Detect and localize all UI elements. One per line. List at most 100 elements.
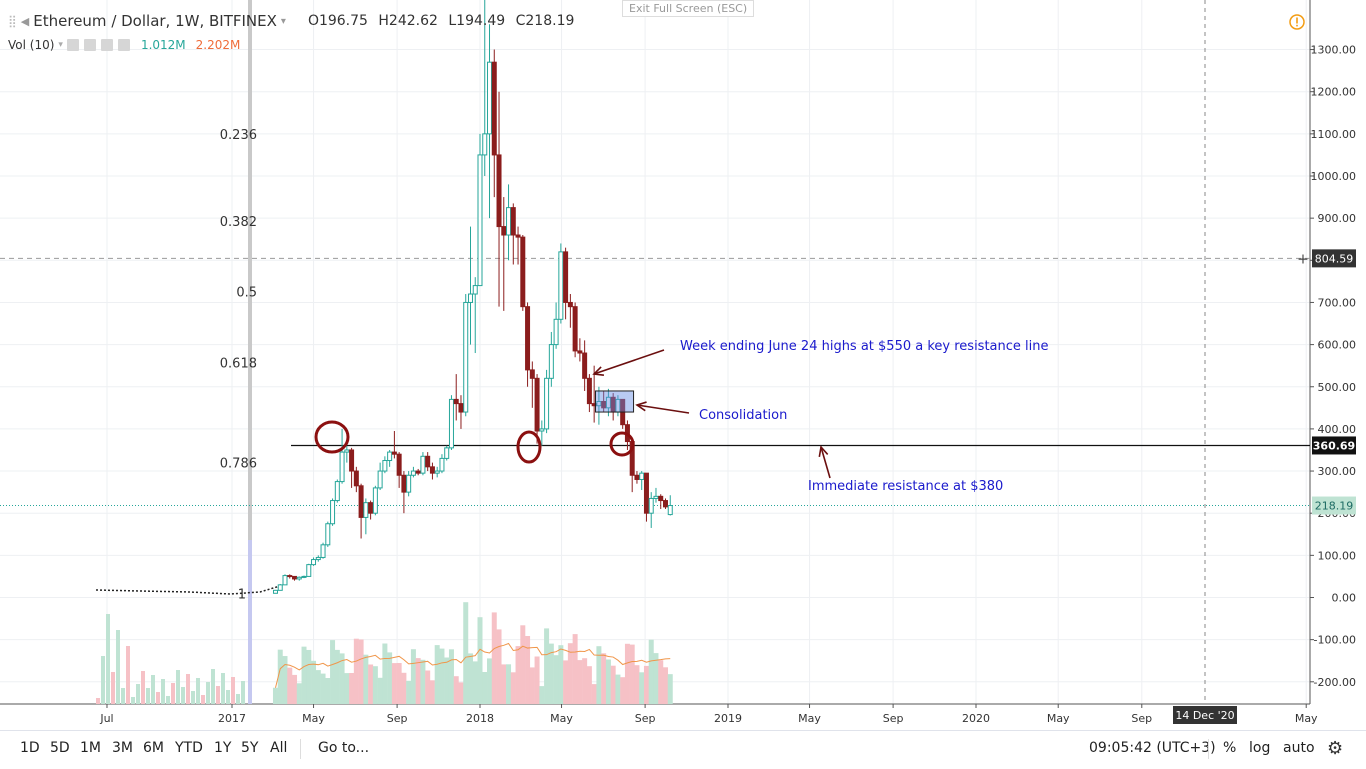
volume-bar bbox=[282, 656, 288, 704]
volume-bar bbox=[463, 602, 469, 704]
volume-bar bbox=[434, 645, 440, 704]
range-1d[interactable]: 1D bbox=[20, 740, 40, 756]
volume-bar bbox=[196, 678, 200, 704]
collapse-icon[interactable]: ◀ bbox=[20, 14, 30, 28]
x-tick-label: May bbox=[1047, 712, 1070, 725]
dropdown-icon[interactable]: ▾ bbox=[280, 15, 286, 27]
volume-bar bbox=[439, 648, 445, 704]
symbol-title[interactable]: Ethereum / Dollar, 1W, BITFINEX bbox=[33, 12, 277, 30]
volume-bar bbox=[216, 686, 220, 704]
volume-bar bbox=[510, 672, 516, 704]
consolidation-arrow-head bbox=[635, 401, 647, 412]
volume-bar bbox=[325, 678, 331, 704]
volume-bar bbox=[586, 666, 592, 704]
dashed-price-label: 804.59 bbox=[1315, 252, 1354, 265]
range-all[interactable]: All bbox=[270, 740, 288, 756]
volume-bar bbox=[315, 670, 321, 704]
y-tick-label: 400.00 bbox=[1318, 423, 1357, 436]
close-icon[interactable] bbox=[117, 39, 130, 51]
volume-bar bbox=[558, 645, 564, 704]
drag-dots-icon[interactable]: ⣿ bbox=[8, 14, 17, 28]
volume-bar bbox=[591, 684, 597, 704]
annotation-immediate: Immediate resistance at $380 bbox=[808, 479, 1003, 494]
volume-bar bbox=[406, 680, 412, 704]
range-3m[interactable]: 3M bbox=[112, 740, 133, 756]
x-tick-label: 2020 bbox=[962, 712, 990, 725]
consolidation-arrow bbox=[636, 404, 690, 414]
volume-bar bbox=[620, 677, 626, 704]
price-chart[interactable]: -200.00-100.000.00100.00200.00300.00400.… bbox=[0, 0, 1366, 730]
eye-icon[interactable] bbox=[66, 39, 79, 51]
candle-body bbox=[472, 285, 478, 295]
volume-bar bbox=[567, 643, 573, 704]
volume-bar bbox=[151, 675, 155, 704]
range-6m[interactable]: 6M bbox=[143, 740, 164, 756]
candle-body bbox=[420, 455, 426, 474]
exit-fullscreen-button[interactable]: Exit Full Screen (ESC) bbox=[622, 0, 755, 17]
volume-bar bbox=[444, 657, 450, 704]
session-marker-volume bbox=[248, 540, 252, 704]
y-tick-label: 1200.00 bbox=[1311, 86, 1357, 99]
candle-body bbox=[434, 470, 440, 474]
volume-bar bbox=[662, 667, 668, 704]
volume-bar bbox=[349, 673, 355, 704]
volume-label[interactable]: Vol (10) bbox=[8, 38, 55, 52]
candle-body bbox=[353, 470, 359, 487]
clock-text[interactable]: 09:05:42 (UTC+3) bbox=[1089, 740, 1216, 756]
candle-body bbox=[591, 403, 597, 407]
log-toggle[interactable]: log bbox=[1249, 740, 1271, 756]
volume-bar bbox=[339, 653, 345, 704]
range-ytd[interactable]: YTD bbox=[175, 740, 203, 756]
warning-icon[interactable] bbox=[1289, 14, 1305, 30]
settings-icon[interactable] bbox=[83, 39, 96, 51]
volume-bar bbox=[453, 676, 459, 704]
auto-toggle[interactable]: auto bbox=[1283, 740, 1315, 756]
volume-bar bbox=[515, 646, 521, 704]
candle-body bbox=[387, 451, 393, 462]
candle-body bbox=[315, 556, 321, 561]
percent-toggle[interactable]: % bbox=[1223, 740, 1237, 756]
range-5y[interactable]: 5Y bbox=[241, 740, 259, 756]
volume-bar bbox=[226, 690, 230, 704]
dashed-price-label-bg bbox=[1312, 249, 1356, 268]
volume-bar bbox=[525, 636, 531, 704]
volume-bar bbox=[429, 680, 435, 704]
candle-body bbox=[510, 207, 516, 236]
volume-bar bbox=[330, 640, 336, 704]
volume-bar bbox=[368, 664, 374, 704]
range-1m[interactable]: 1M bbox=[80, 740, 101, 756]
y-tick-label: 1300.00 bbox=[1311, 44, 1357, 57]
candle-body bbox=[662, 500, 668, 508]
support-label-bg bbox=[1312, 436, 1356, 455]
plus-icon[interactable] bbox=[100, 39, 113, 51]
volume-bar bbox=[601, 653, 607, 704]
gear-icon[interactable]: ⚙ bbox=[1327, 738, 1344, 759]
volume-bar bbox=[582, 658, 588, 704]
candle-body bbox=[634, 474, 640, 480]
volume-bar bbox=[363, 654, 369, 704]
volume-bar bbox=[206, 682, 210, 704]
candle-body bbox=[639, 472, 645, 480]
range-1y[interactable]: 1Y bbox=[214, 740, 232, 756]
candle-body bbox=[377, 470, 383, 489]
volume-bar bbox=[146, 688, 150, 704]
volume-bar bbox=[577, 660, 583, 704]
crosshair-date: 14 Dec '20 bbox=[1175, 709, 1234, 722]
candle-body bbox=[534, 377, 540, 432]
volume-bar bbox=[306, 649, 312, 704]
fib-label: 0.618 bbox=[220, 356, 257, 371]
crosshair-date-bg bbox=[1173, 706, 1237, 724]
candle-body bbox=[287, 575, 293, 578]
range-5d[interactable]: 5D bbox=[50, 740, 70, 756]
candle-body bbox=[368, 502, 374, 514]
fib-label: 0.382 bbox=[220, 215, 257, 230]
y-tick-label: 300.00 bbox=[1318, 465, 1357, 478]
volume-bar bbox=[548, 643, 554, 704]
candle-body bbox=[605, 396, 611, 409]
volume-bar bbox=[292, 674, 298, 704]
volume-bar bbox=[382, 643, 388, 704]
dropdown-icon[interactable]: ▾ bbox=[58, 40, 63, 50]
volume-bar bbox=[106, 614, 110, 704]
goto-button[interactable]: Go to... bbox=[318, 740, 370, 756]
volume-bar bbox=[629, 644, 635, 704]
